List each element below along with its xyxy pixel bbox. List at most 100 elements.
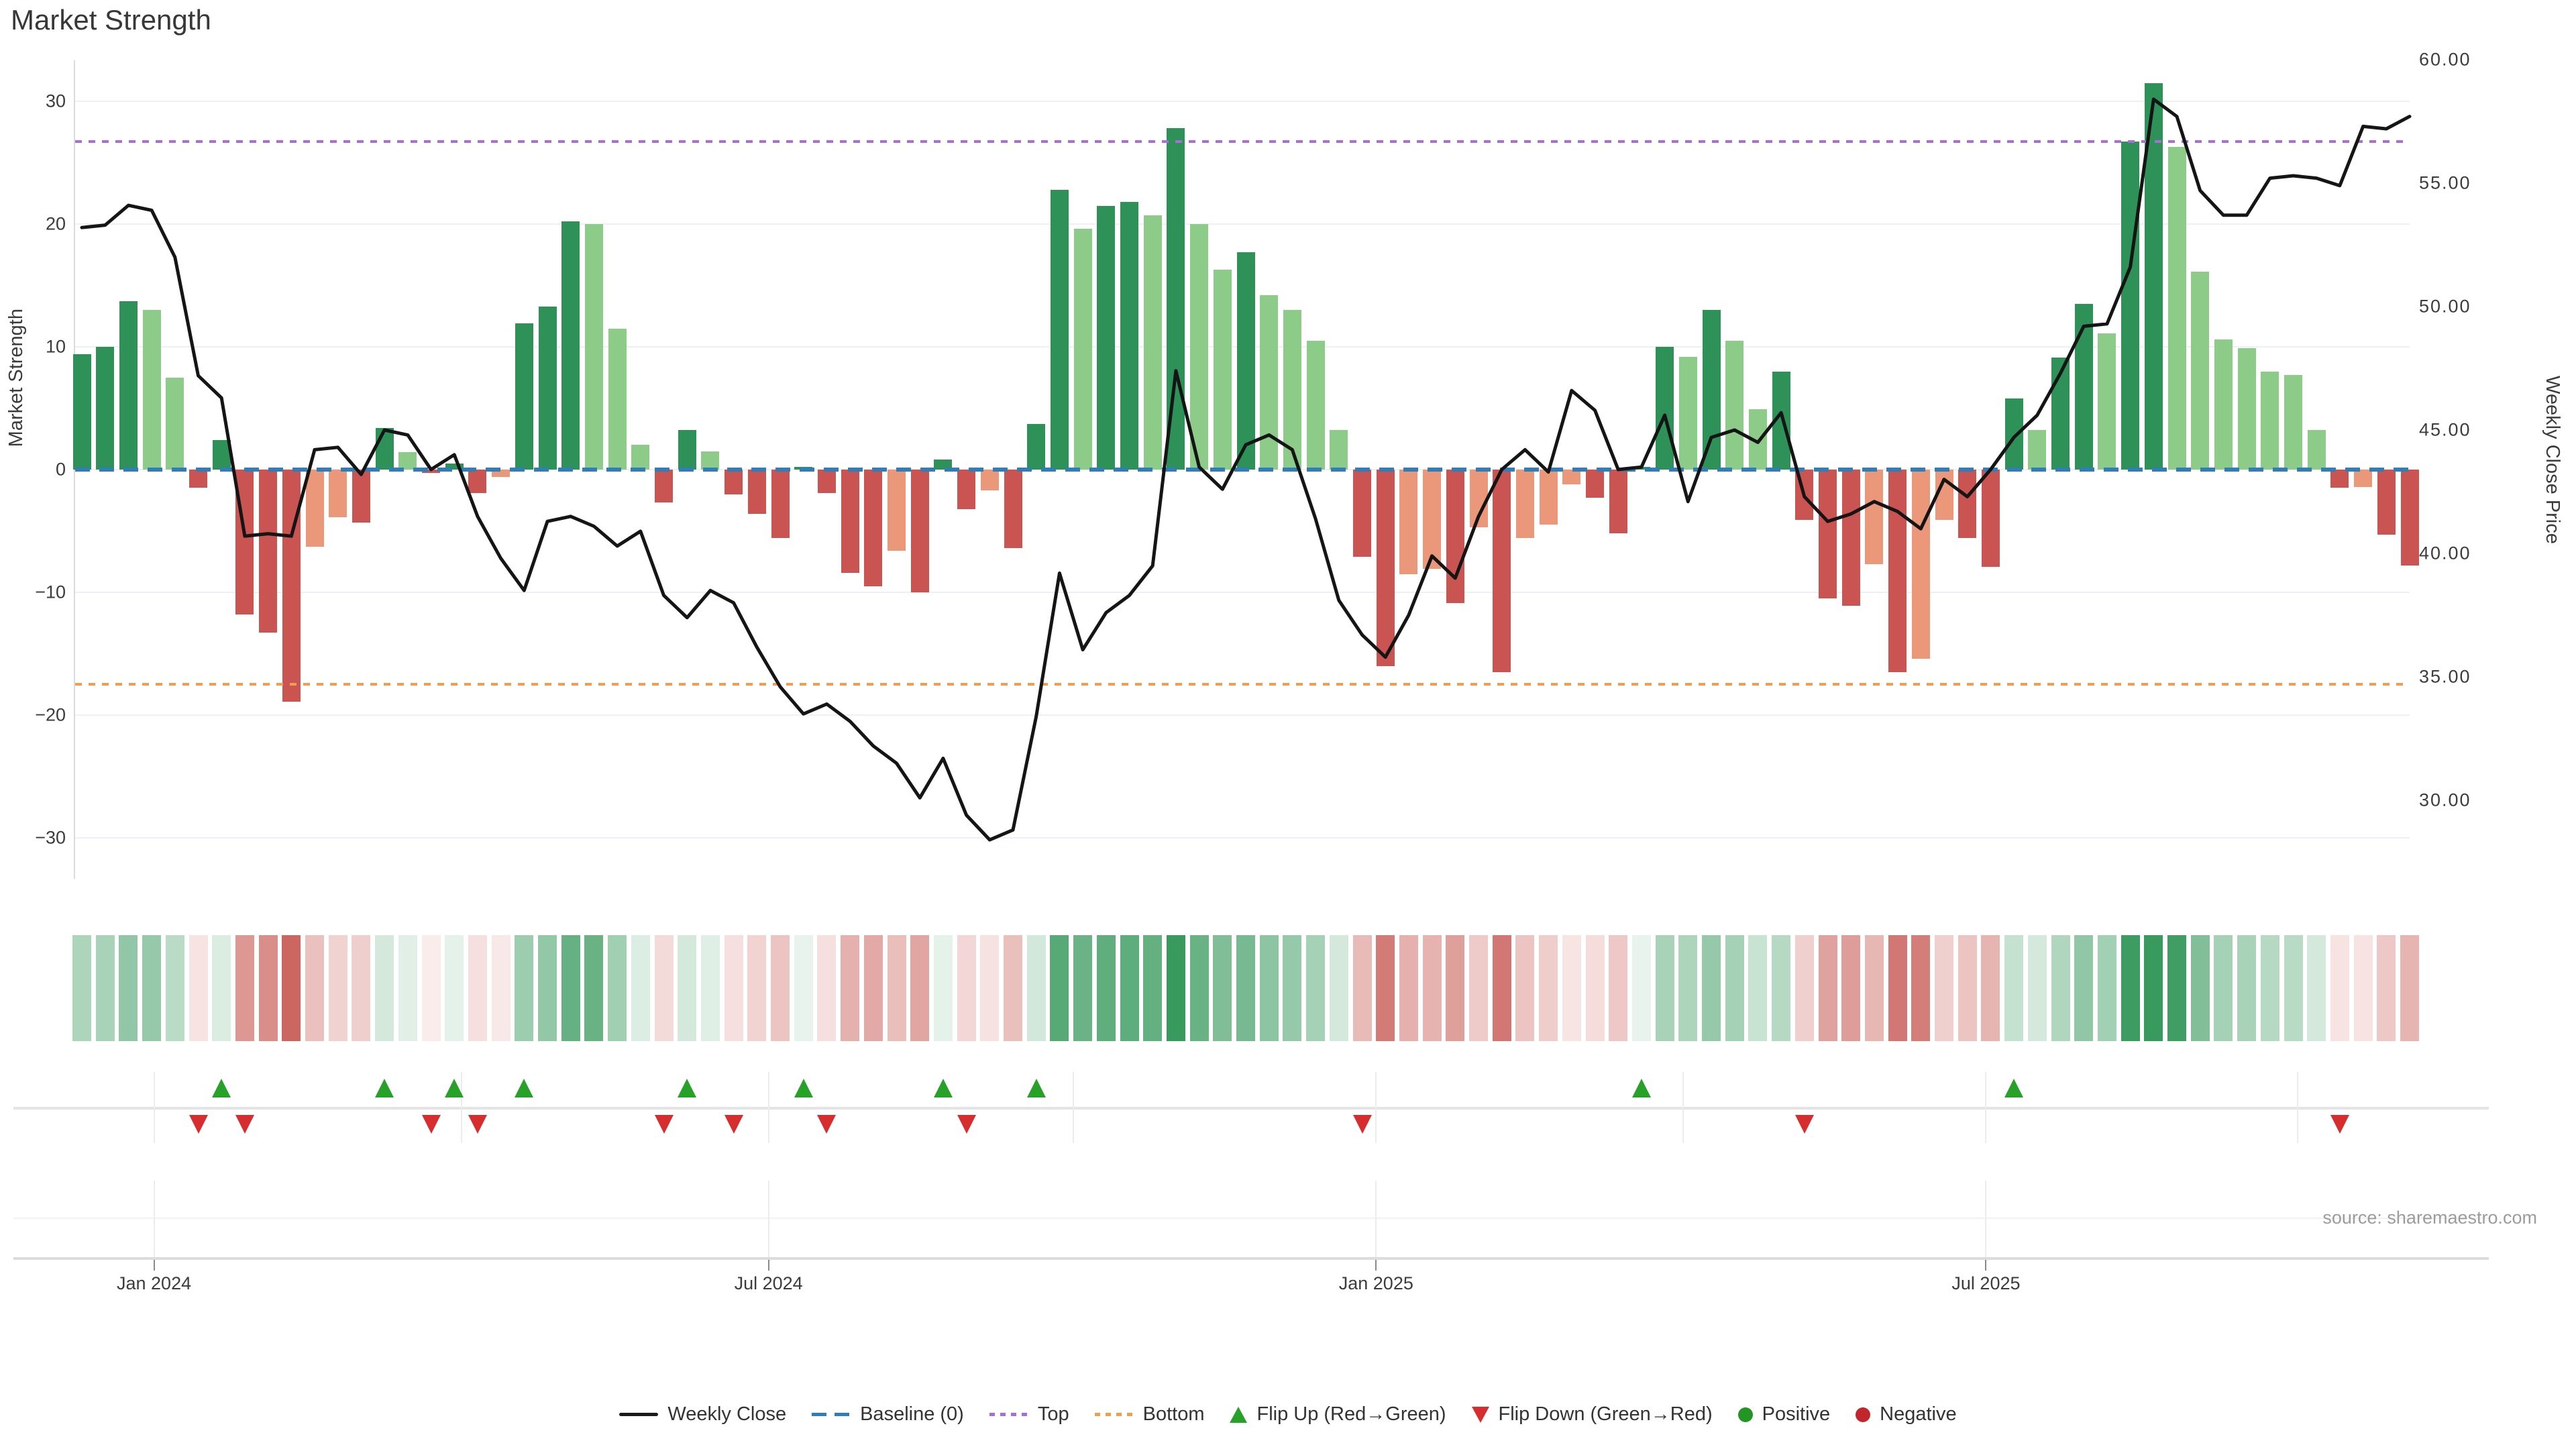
- right-axis-title: Weekly Close Price: [2542, 376, 2563, 544]
- heatmap-cell: [1004, 935, 1022, 1041]
- market-strength-bar: [212, 440, 231, 470]
- market-strength-bar: [1423, 470, 1442, 570]
- market-strength-bar: [1586, 470, 1604, 498]
- heatmap-cell: [72, 935, 91, 1041]
- quarter-gridline: [767, 1181, 769, 1260]
- market-strength-bar: [305, 470, 324, 547]
- heatmap-cell: [608, 935, 627, 1041]
- flip-up-icon: [445, 1079, 464, 1097]
- market-strength-bar: [1353, 470, 1371, 557]
- h-gridline: [75, 592, 2410, 593]
- market-strength-bar: [1073, 229, 1092, 470]
- market-strength-bar: [655, 470, 673, 503]
- market-strength-bar: [1678, 356, 1697, 470]
- heatmap-cell: [584, 935, 604, 1041]
- market-strength-bar: [2377, 470, 2396, 535]
- market-strength-bar: [1027, 424, 1046, 470]
- market-strength-bar: [1236, 252, 1255, 470]
- heatmap-cell: [1283, 935, 1302, 1041]
- x-tick-mark: [1375, 1260, 1377, 1271]
- heatmap-cell: [1469, 935, 1488, 1041]
- left-tick-label: 0: [55, 459, 66, 480]
- market-strength-bar: [1190, 224, 1209, 470]
- market-strength-bar: [1958, 470, 1977, 539]
- market-strength-bar: [2284, 375, 2302, 470]
- heatmap-cell: [1189, 935, 1209, 1041]
- h-gridline: [75, 101, 2410, 102]
- market-strength-bar: [515, 323, 533, 470]
- heatmap-cell: [165, 935, 184, 1041]
- market-strength-bar: [468, 470, 487, 493]
- market-strength-bar: [1283, 310, 1301, 470]
- h-gridline: [75, 714, 2410, 716]
- quarter-gridline: [1375, 1072, 1377, 1143]
- market-strength-bar: [2191, 272, 2210, 470]
- heatmap-cell: [2377, 935, 2396, 1041]
- heatmap-cell: [980, 935, 1000, 1041]
- heatmap-cell: [817, 935, 837, 1041]
- market-strength-bar: [980, 470, 999, 491]
- x-tick-label: Jan 2025: [1338, 1273, 1413, 1293]
- flip-up-icon: [1631, 1079, 1651, 1097]
- heatmap-cell: [515, 935, 534, 1041]
- heatmap-cell: [1259, 935, 1279, 1041]
- market-strength-bar: [1702, 310, 1721, 470]
- legend-item: Flip Up (Red→Green): [1230, 1403, 1446, 1426]
- market-strength-bar: [1097, 205, 1116, 470]
- heatmap-cell: [654, 935, 674, 1041]
- heatmap-cell: [1399, 935, 1418, 1041]
- heatmap-cell: [2121, 935, 2140, 1041]
- market-strength-bar: [2074, 303, 2093, 470]
- legend-label: Negative: [1880, 1403, 1957, 1425]
- market-strength-bar: [375, 427, 394, 470]
- heatmap-cell: [1306, 935, 1326, 1041]
- market-strength-bar: [701, 451, 720, 470]
- flip-down-icon: [654, 1115, 674, 1134]
- heatmap-cell: [1585, 935, 1605, 1041]
- market-strength-bar: [561, 221, 580, 470]
- heatmap-cell: [1539, 935, 1558, 1041]
- x-tick-mark: [767, 1260, 769, 1271]
- heatmap-cell: [1446, 935, 1465, 1041]
- heatmap-cell: [910, 935, 930, 1041]
- heatmap-cell: [2097, 935, 2116, 1041]
- flip-up-icon: [2004, 1079, 2024, 1097]
- heatmap-cell: [1143, 935, 1163, 1041]
- heatmap-cell: [95, 935, 115, 1041]
- heatmap-cell: [1609, 935, 1628, 1041]
- market-strength-bar: [1143, 215, 1162, 470]
- flip-down-icon: [1794, 1115, 1814, 1134]
- market-strength-bar: [189, 470, 207, 488]
- legend-item: Top: [989, 1403, 1069, 1426]
- heatmap-cell: [747, 935, 767, 1041]
- heatmap-cell: [1864, 935, 1884, 1041]
- market-strength-bar: [1725, 340, 1744, 470]
- heatmap-cell: [2307, 935, 2326, 1041]
- heatmap-cell: [678, 935, 697, 1041]
- market-strength-bar: [142, 310, 161, 470]
- heatmap-cell: [933, 935, 953, 1041]
- heatmap-cell: [771, 935, 790, 1041]
- h-gridline: [75, 223, 2410, 225]
- legend-label: Top: [1037, 1403, 1069, 1425]
- flip-down-icon: [724, 1115, 743, 1134]
- market-strength-bar: [1609, 470, 1627, 534]
- left-axis-title: Market Strength: [5, 309, 27, 447]
- flip-up-icon: [212, 1079, 231, 1097]
- flip-down-icon: [1471, 1406, 1489, 1423]
- heatmap-cell: [1050, 935, 1069, 1041]
- heatmap-cell: [2330, 935, 2349, 1041]
- heatmap-cell: [2214, 935, 2233, 1041]
- market-strength-bar: [934, 460, 953, 470]
- weekly-close-line-icon: [619, 1413, 659, 1416]
- heatmap-cell: [1236, 935, 1255, 1041]
- heatmap-cell: [1026, 935, 1046, 1041]
- heatmap-cell: [1120, 935, 1139, 1041]
- market-strength-bar: [398, 452, 417, 470]
- market-strength-bar: [1120, 202, 1138, 470]
- market-strength-bar: [1865, 470, 1884, 564]
- market-strength-bar: [2237, 347, 2256, 470]
- heatmap-cell: [1329, 935, 1348, 1041]
- quarter-gridline: [153, 1072, 155, 1143]
